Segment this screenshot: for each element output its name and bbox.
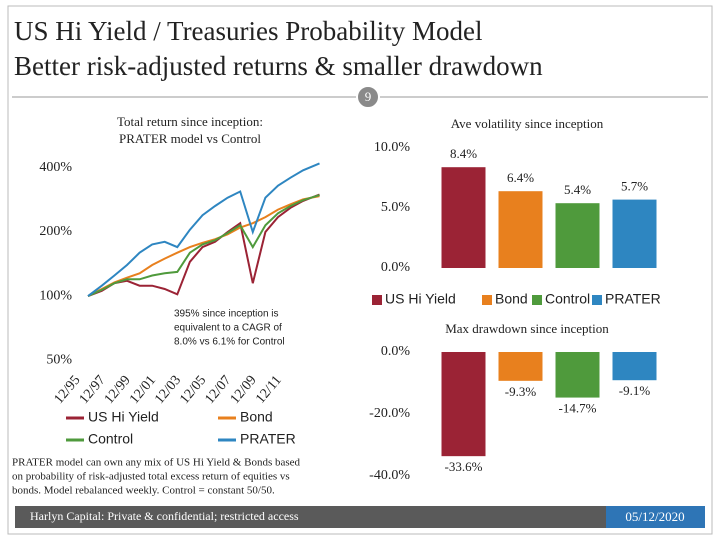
legend-label: Bond <box>495 291 528 307</box>
y-tick-label: 10.0% <box>374 140 411 155</box>
y-tick-label: 400% <box>39 160 72 175</box>
bar <box>498 191 543 268</box>
chart-title: Ave volatility since inception <box>451 116 604 131</box>
y-tick-label: 0.0% <box>381 260 411 275</box>
date-box <box>606 506 705 528</box>
bar <box>555 352 600 398</box>
legend-label: Control <box>88 431 133 447</box>
value-label: -14.7% <box>559 401 597 416</box>
slide-frame <box>7 5 713 535</box>
page-badge <box>356 85 380 109</box>
y-tick-label: -20.0% <box>369 406 410 421</box>
page-number: 9 <box>365 89 372 104</box>
x-tick-label: 12/07 <box>203 373 235 407</box>
note: PRATER model can own any mix of US Hi Yi… <box>12 457 301 469</box>
y-tick-label: -40.0% <box>369 468 410 483</box>
bar <box>612 352 657 381</box>
legend-label: PRATER <box>605 291 661 307</box>
x-tick-label: 12/03 <box>152 373 184 407</box>
footer-bar <box>15 506 705 528</box>
x-tick-label: 12/11 <box>253 373 285 407</box>
x-tick-label: 12/05 <box>177 373 209 407</box>
y-tick-label: 100% <box>39 288 72 303</box>
value-label: 5.7% <box>621 179 648 194</box>
x-tick-label: 12/97 <box>77 373 109 407</box>
annotation: 8.0% vs 6.1% for Control <box>174 337 285 348</box>
value-label: 8.4% <box>450 146 477 161</box>
legend-swatch <box>372 295 382 305</box>
bar <box>612 199 657 268</box>
legend-label: PRATER <box>240 431 296 447</box>
chart-title: Total return since inception: <box>117 114 263 129</box>
legend-label: Bond <box>240 409 273 425</box>
series-line <box>87 162 320 297</box>
legend-swatch <box>482 295 492 305</box>
legend-swatch <box>592 295 602 305</box>
legend-swatch <box>532 295 542 305</box>
note: bonds. Model rebalanced weekly. Control … <box>12 485 275 497</box>
annotation: 395% since inception is <box>174 309 279 320</box>
legend-label: US Hi Yield <box>385 291 456 307</box>
x-tick-label: 12/09 <box>228 373 260 407</box>
value-label: 5.4% <box>564 182 591 197</box>
series-line <box>87 195 320 297</box>
y-tick-label: 0.0% <box>381 344 411 359</box>
footer: Harlyn Capital: Private & confidential; … <box>30 509 299 523</box>
date: 05/12/2020 <box>625 509 684 524</box>
slide-title: US Hi Yield / Treasuries Probability Mod… <box>14 16 483 46</box>
x-tick-label: 12/95 <box>52 373 84 407</box>
value-label: -9.3% <box>505 384 537 399</box>
note: on probability of risk-adjusted total ex… <box>12 471 290 483</box>
bar <box>441 352 486 457</box>
x-tick-label: 12/99 <box>102 373 134 407</box>
x-tick-label: 12/01 <box>127 373 159 407</box>
legend-label: US Hi Yield <box>88 409 159 425</box>
series-line <box>87 193 320 298</box>
value-label: -33.6% <box>445 459 483 474</box>
y-tick-label: 50% <box>46 352 72 367</box>
series-line <box>87 194 320 298</box>
y-tick-label: 200% <box>39 224 72 239</box>
bar <box>441 167 486 268</box>
slide-title: Better risk-adjusted returns & smaller d… <box>14 51 543 81</box>
chart-title: Max drawdown since inception <box>445 321 609 336</box>
y-tick-label: 5.0% <box>381 200 411 215</box>
bar <box>498 352 543 381</box>
annotation: equivalent to a CAGR of <box>174 323 282 334</box>
chart-title: PRATER model vs Control <box>119 131 261 146</box>
value-label: -9.1% <box>619 383 651 398</box>
bar <box>555 203 600 268</box>
value-label: 6.4% <box>507 170 534 185</box>
legend-label: Control <box>545 291 590 307</box>
